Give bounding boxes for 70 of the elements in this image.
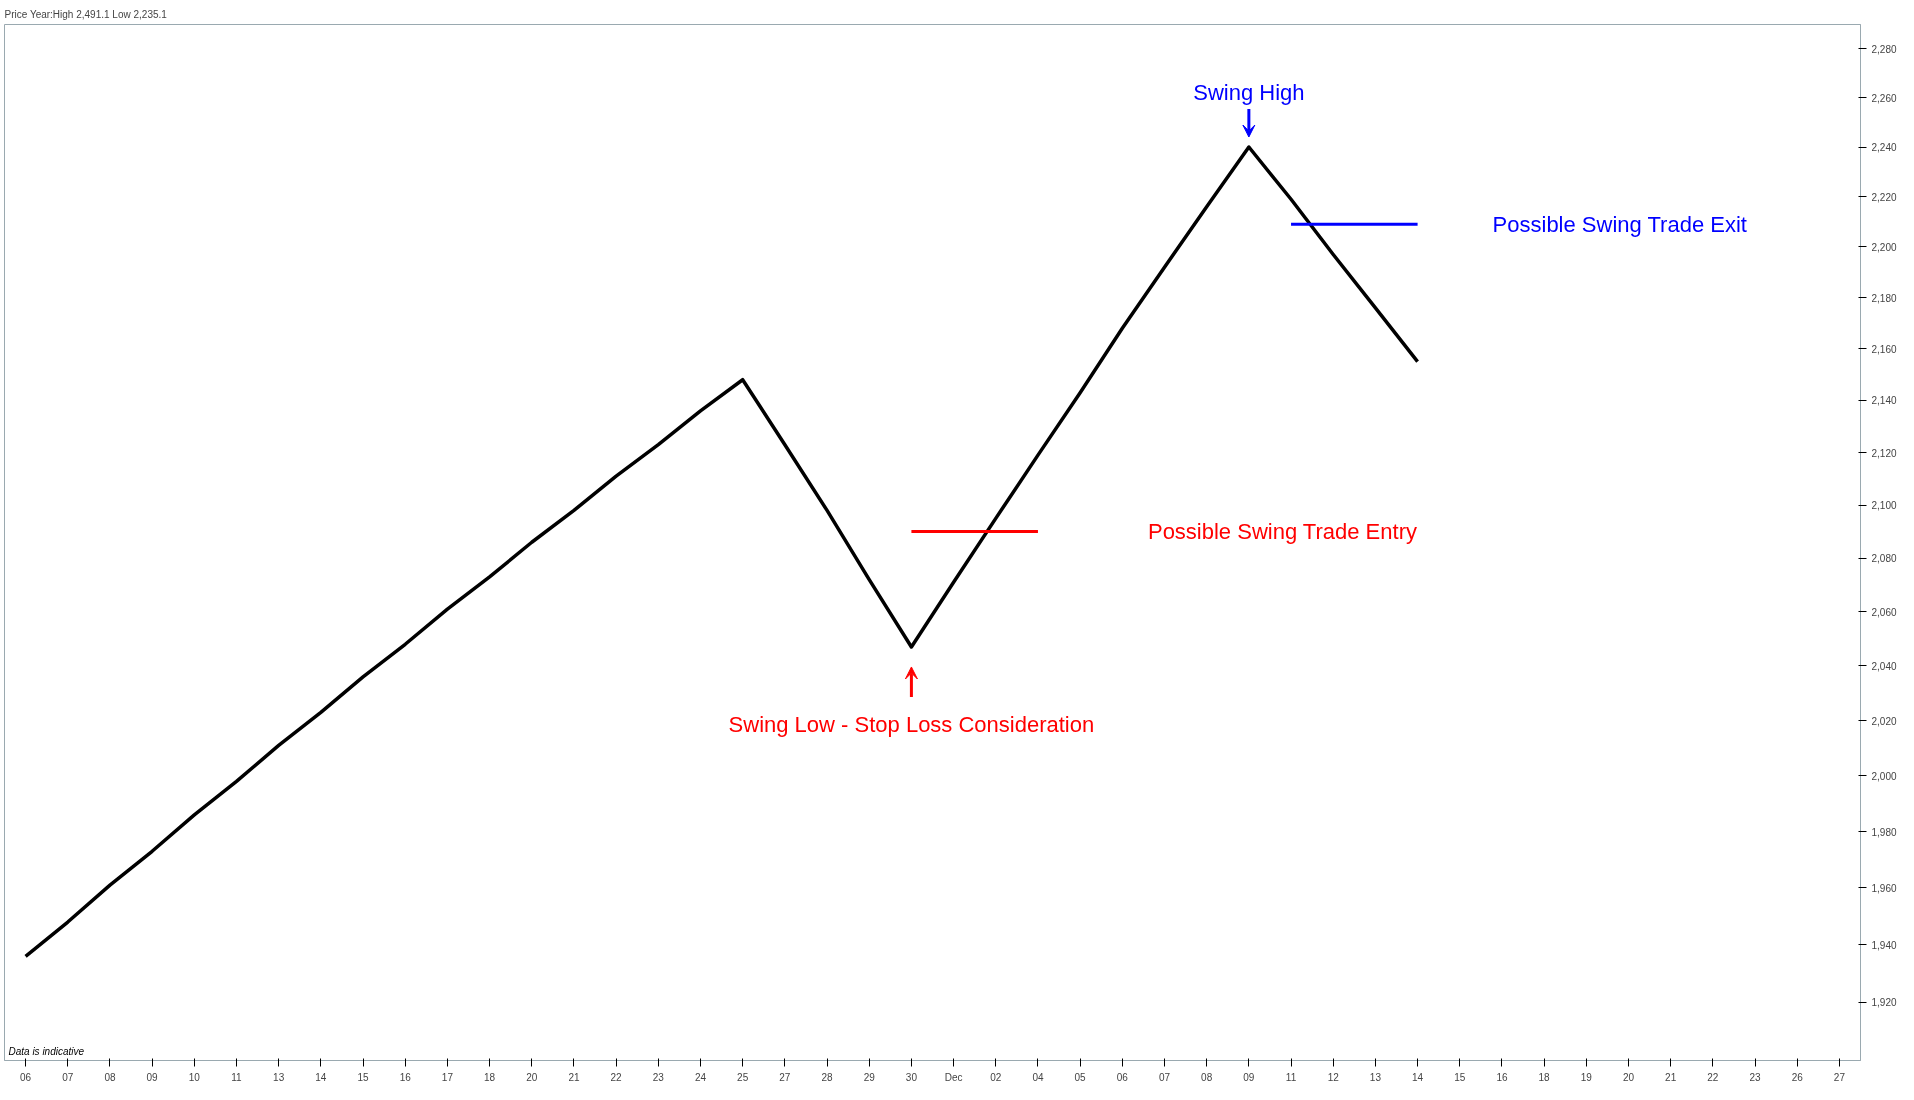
x-tick-label: 08 — [104, 1071, 116, 1083]
y-tick-label: 2,060 — [1871, 606, 1897, 618]
x-tick-label: 10 — [188, 1071, 201, 1083]
x-tick-label: 24 — [694, 1071, 707, 1083]
x-tick-label: 22 — [610, 1071, 623, 1083]
x-tick-label: 02 — [990, 1071, 1002, 1083]
annotation: Data is indicative — [8, 1045, 85, 1057]
x-tick-label: 26 — [1791, 1071, 1804, 1083]
line-series — [23, 145, 1420, 959]
x-tick-label: 21 — [568, 1071, 580, 1083]
y-tick-label: 2,180 — [1871, 292, 1897, 304]
y-tick-label: 2,220 — [1871, 191, 1897, 203]
y-tick-label: 2,120 — [1871, 447, 1897, 459]
annotation: Swing Low - Stop Loss Consideration — [728, 712, 1095, 738]
y-tick-label: 2,140 — [1871, 395, 1897, 407]
y-tick-label: 2,280 — [1871, 43, 1897, 55]
x-tick-label: 06 — [1116, 1071, 1129, 1083]
x-tick-label: 12 — [1327, 1071, 1340, 1083]
y-tick-label: 1,980 — [1871, 826, 1897, 838]
x-tick-label: 22 — [1707, 1071, 1719, 1083]
x-tick-label: 14 — [1412, 1071, 1424, 1083]
y-tick-label: 2,260 — [1871, 92, 1897, 104]
x-tick-label: 28 — [821, 1071, 834, 1083]
y-tick-label: 2,100 — [1871, 500, 1897, 512]
x-tick-label: 13 — [1369, 1071, 1382, 1083]
x-tick-label: 07 — [1158, 1071, 1171, 1083]
x-tick-label: 25 — [737, 1071, 749, 1083]
y-tick-label: 2,040 — [1871, 660, 1897, 672]
y-tick-label: 2,240 — [1871, 142, 1897, 153]
y-tick-label: 2,200 — [1871, 241, 1897, 253]
x-tick-label: 23 — [652, 1071, 665, 1083]
x-tick-label: 19 — [1580, 1071, 1593, 1083]
x-tick-label: 23 — [1749, 1071, 1762, 1083]
chart-title: Price Year:High 2,491.1 Low 2,235.1 — [4, 8, 167, 20]
x-tick-label: 09 — [146, 1071, 159, 1083]
y-tick-label: 2,020 — [1871, 715, 1897, 727]
y-tick-label: 2,000 — [1871, 770, 1897, 782]
x-tick-label: 15 — [1454, 1071, 1466, 1083]
x-tick-label: 16 — [399, 1071, 412, 1083]
annotation: Swing High — [1193, 79, 1305, 105]
x-tick-label: 11 — [231, 1071, 243, 1083]
x-tick-label: 11 — [1285, 1071, 1297, 1083]
x-tick-label: 27 — [1833, 1071, 1846, 1083]
y-tick-label: 1,960 — [1871, 882, 1897, 894]
x-tick-label: 18 — [1538, 1071, 1551, 1083]
x-tick-label: 05 — [1074, 1071, 1087, 1083]
annotation: Possible Swing Trade Entry — [1147, 519, 1417, 545]
x-tick-label: 27 — [779, 1071, 791, 1083]
x-tick-label: Dec — [944, 1071, 963, 1083]
x-tick-label: 07 — [62, 1071, 74, 1083]
annotation: Possible Swing Trade Exit — [1492, 211, 1747, 237]
x-tick-label: 18 — [484, 1071, 496, 1083]
y-tick-label: 1,920 — [1871, 997, 1897, 1009]
x-tick-label: 13 — [273, 1071, 285, 1083]
x-tick-label: 04 — [1032, 1071, 1044, 1083]
x-tick-label: 20 — [526, 1071, 538, 1083]
x-tick-label: 29 — [863, 1071, 876, 1083]
x-tick-label: 09 — [1243, 1071, 1255, 1083]
x-tick-label: 08 — [1201, 1071, 1213, 1083]
x-tick-label: 30 — [905, 1071, 918, 1083]
y-tick-label: 2,080 — [1871, 553, 1897, 565]
x-tick-label: 14 — [315, 1071, 327, 1083]
x-tick-label: 06 — [20, 1071, 32, 1083]
x-tick-label: 20 — [1622, 1071, 1635, 1083]
x-tick-label: 21 — [1665, 1071, 1677, 1083]
y-tick-label: 2,160 — [1871, 343, 1897, 355]
y-tick-label: 1,940 — [1871, 939, 1897, 951]
x-tick-label: 16 — [1496, 1071, 1508, 1083]
x-tick-label: 17 — [441, 1071, 454, 1083]
x-tick-label: 15 — [357, 1071, 370, 1083]
